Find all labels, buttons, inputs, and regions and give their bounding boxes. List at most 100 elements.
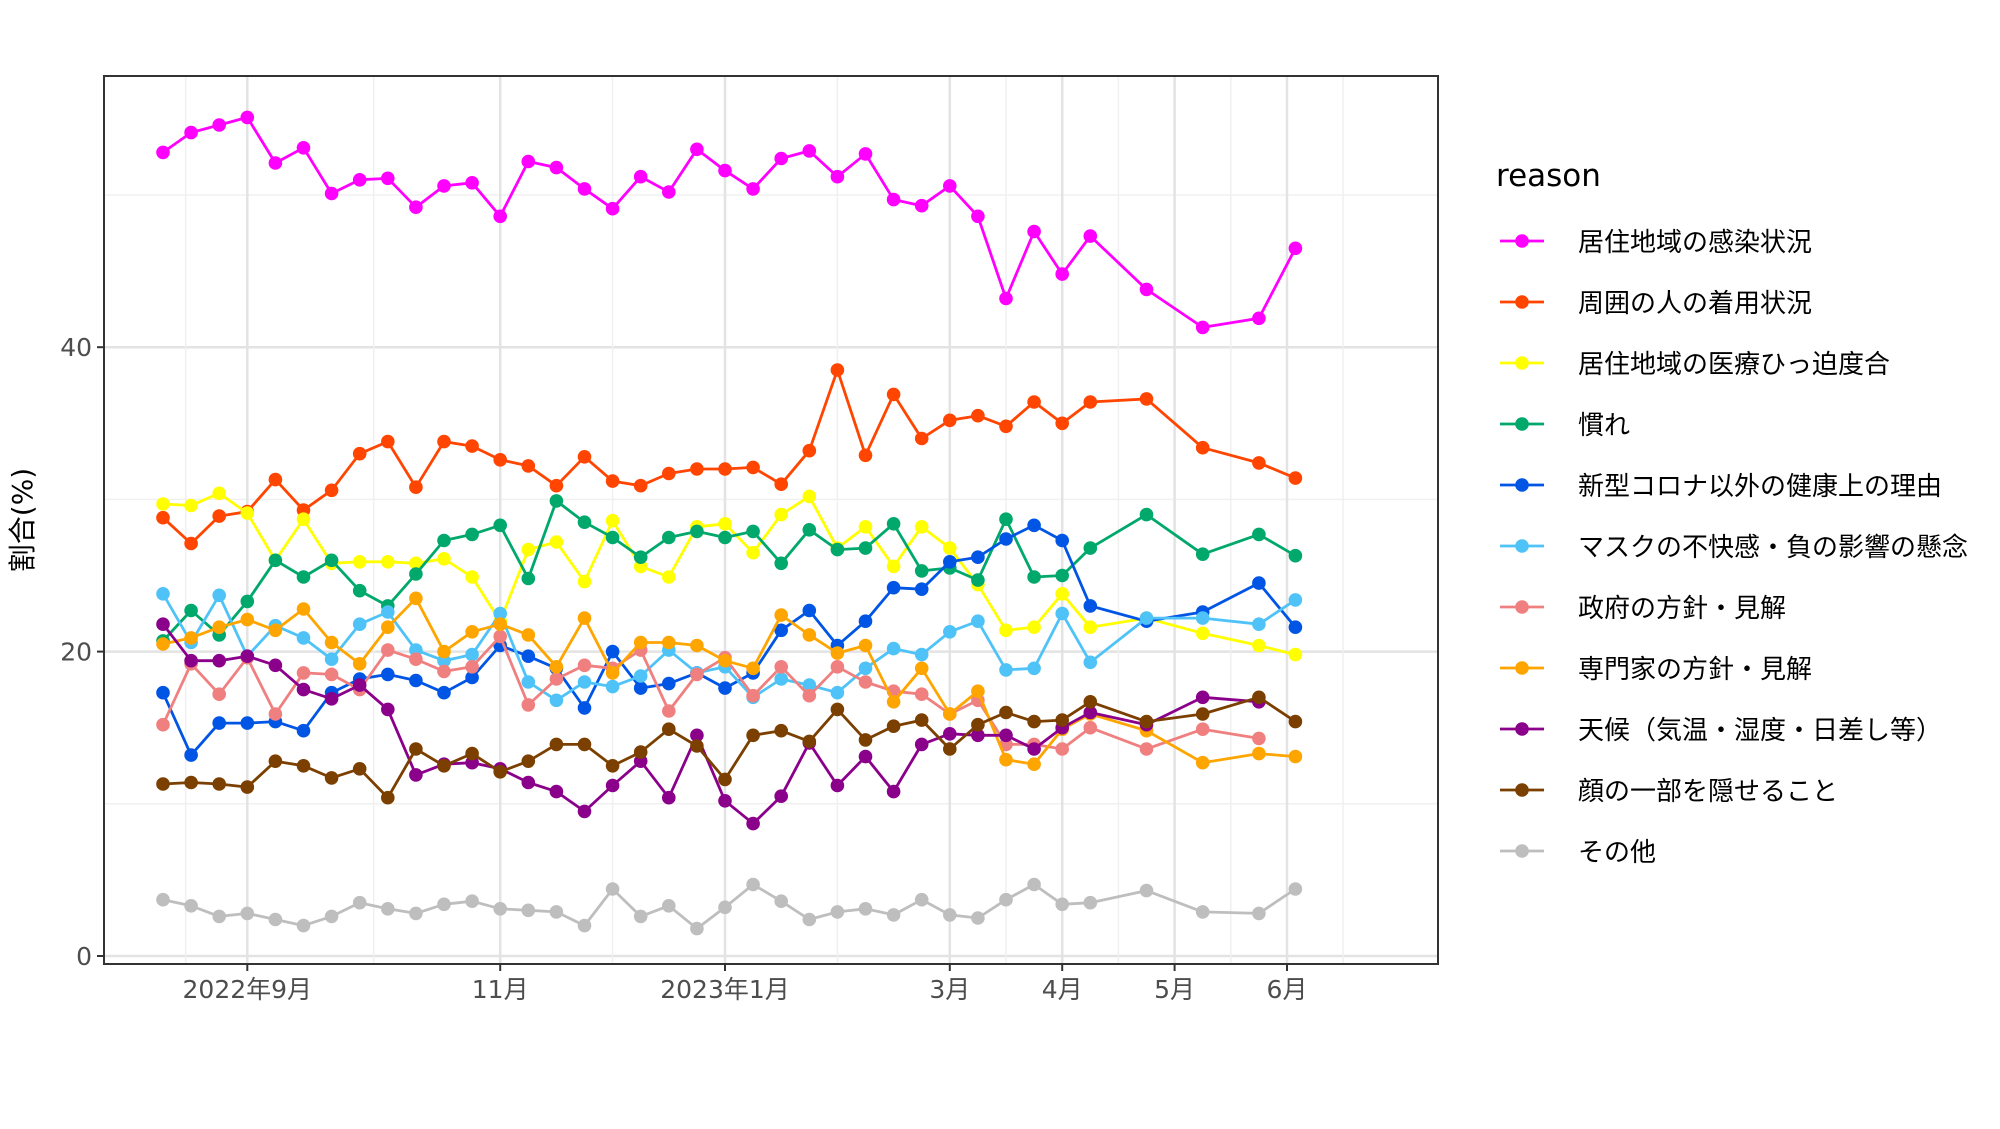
- data-point: [662, 635, 676, 650]
- data-point: [662, 722, 676, 736]
- panel-border: [103, 75, 1439, 965]
- data-point: [971, 911, 985, 925]
- legend-item: 顔の一部を隠せること: [1500, 777, 1838, 807]
- data-point: [268, 553, 283, 568]
- legend-key-point: [1515, 783, 1529, 797]
- legend-label: 新型コロナ以外の健康上の理由: [1578, 472, 1942, 502]
- y-axis: 0 20 40: [60, 333, 104, 971]
- data-point: [521, 649, 536, 663]
- data-point: [381, 790, 395, 805]
- data-point: [268, 912, 283, 927]
- data-point: [577, 675, 592, 689]
- data-point: [1055, 568, 1069, 583]
- data-point: [437, 759, 451, 773]
- data-point: [774, 556, 788, 571]
- y-tick-label: 20: [60, 638, 92, 667]
- data-point: [633, 745, 648, 759]
- data-point: [1252, 746, 1266, 761]
- data-point: [1139, 282, 1154, 297]
- data-point: [605, 530, 620, 545]
- y-tick-label: 0: [76, 942, 92, 971]
- data-point: [858, 147, 873, 161]
- data-point: [240, 612, 255, 627]
- data-point: [1083, 599, 1098, 613]
- data-point: [1027, 661, 1041, 676]
- data-point: [184, 498, 198, 513]
- data-point: [296, 723, 311, 738]
- y-axis-title: 割合(%): [6, 468, 39, 572]
- data-point: [605, 759, 620, 773]
- series-group: [156, 110, 1303, 335]
- data-point: [324, 186, 339, 201]
- data-point: [409, 480, 423, 495]
- data-point: [184, 631, 198, 645]
- data-point: [802, 688, 817, 703]
- data-point: [858, 614, 873, 628]
- data-point: [212, 118, 226, 132]
- data-point: [1055, 587, 1069, 601]
- data-point: [212, 486, 226, 501]
- data-point: [1083, 895, 1098, 910]
- data-point: [746, 545, 760, 560]
- data-point: [1055, 713, 1069, 727]
- data-point: [437, 434, 451, 449]
- data-point: [296, 682, 311, 697]
- legend-item: その他: [1500, 838, 1656, 868]
- legend-key-point: [1515, 417, 1529, 431]
- data-point: [409, 768, 423, 782]
- legend-key-point: [1515, 478, 1529, 492]
- data-point: [1288, 714, 1303, 729]
- data-point: [1083, 395, 1098, 409]
- data-point: [971, 717, 985, 732]
- data-point: [1252, 731, 1266, 746]
- data-point: [830, 660, 845, 674]
- data-point: [746, 182, 760, 196]
- data-point: [156, 617, 170, 631]
- data-point: [212, 509, 226, 523]
- data-point: [914, 520, 929, 534]
- legend-item: マスクの不快感・負の影響の懸念: [1500, 533, 1968, 563]
- legend-item: 居住地域の感染状況: [1500, 228, 1812, 258]
- data-point: [1139, 714, 1154, 729]
- data-point: [633, 681, 648, 695]
- data-point: [1027, 224, 1041, 239]
- data-point: [1195, 547, 1210, 561]
- data-point: [352, 678, 367, 692]
- data-point: [830, 542, 845, 557]
- data-point: [212, 716, 226, 730]
- data-point: [184, 775, 198, 790]
- data-point: [549, 905, 564, 919]
- data-point: [381, 667, 395, 682]
- data-point: [1195, 690, 1210, 705]
- data-point: [577, 182, 592, 196]
- data-point: [802, 678, 817, 692]
- data-point: [156, 892, 170, 907]
- data-point: [324, 483, 339, 498]
- data-point: [830, 778, 845, 793]
- data-point: [549, 535, 564, 549]
- data-point: [521, 154, 536, 169]
- data-point: [999, 419, 1013, 434]
- data-point: [352, 895, 367, 910]
- data-point: [1055, 267, 1069, 281]
- data-point: [605, 882, 620, 896]
- data-point: [493, 902, 508, 916]
- data-point: [409, 200, 423, 214]
- data-point: [549, 693, 564, 708]
- data-point: [409, 652, 423, 666]
- data-point: [718, 462, 732, 476]
- data-point: [1139, 392, 1154, 406]
- data-point: [605, 666, 620, 680]
- data-point: [1288, 471, 1303, 485]
- data-point: [549, 160, 564, 175]
- data-point: [1027, 714, 1041, 729]
- data-point: [718, 900, 732, 915]
- data-point: [212, 588, 226, 603]
- legend-label: マスクの不快感・負の影響の懸念: [1578, 533, 1968, 563]
- data-point: [1083, 620, 1098, 634]
- data-point: [577, 450, 592, 464]
- y-tick-label: 40: [60, 333, 92, 362]
- data-point: [633, 635, 648, 650]
- data-point: [549, 478, 564, 493]
- data-point: [802, 734, 817, 749]
